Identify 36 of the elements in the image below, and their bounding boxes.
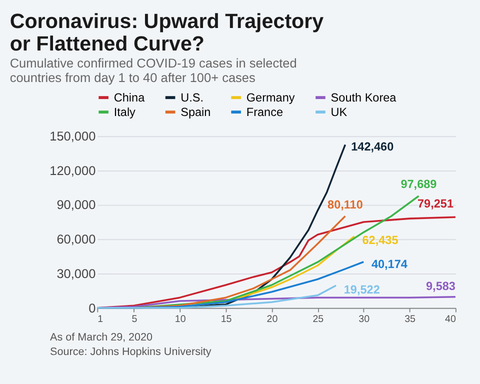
data-label: 9,583 bbox=[426, 280, 456, 294]
legend-label: China bbox=[114, 92, 146, 105]
legend-label: U.S. bbox=[180, 92, 204, 105]
data-label: 80,110 bbox=[328, 198, 364, 212]
x-tick-label: 20 bbox=[266, 314, 278, 326]
data-label: 79,251 bbox=[417, 197, 454, 210]
x-tick-label: 25 bbox=[312, 314, 324, 326]
x-tick-label: 30 bbox=[358, 314, 370, 326]
x-tick-label: 10 bbox=[174, 314, 186, 326]
y-tick-label: 150,000 bbox=[50, 128, 96, 144]
data-label: 19,522 bbox=[344, 283, 380, 296]
chart-subtitle: Cumulative confirmed COVID-19 cases in selected countries from day 1 to 40 after 100+ cases bbox=[10, 55, 297, 86]
chart-title: Coronavirus: Upward Trajectory or Flattened Curve? bbox=[10, 10, 324, 56]
data-label: 142,460 bbox=[351, 140, 394, 154]
y-tick-label: 90,000 bbox=[56, 197, 96, 212]
data-label: 62,435 bbox=[362, 234, 399, 248]
x-tick-label: 35 bbox=[404, 314, 416, 326]
text: As of March 29, 2020 bbox=[50, 331, 153, 344]
legend-label: France bbox=[246, 106, 284, 119]
x-tick-label: 5 bbox=[132, 314, 138, 326]
legend-label: UK bbox=[330, 106, 348, 119]
x-tick-label: 15 bbox=[220, 314, 232, 326]
y-tick-label: 60,000 bbox=[56, 232, 96, 247]
legend-label: Germany bbox=[246, 92, 295, 105]
legend-label: South Korea bbox=[330, 92, 397, 105]
data-label: 97,689 bbox=[400, 178, 438, 192]
data-label: 40,174 bbox=[371, 258, 408, 271]
line-series bbox=[96, 284, 337, 309]
x-tick-label: 1 bbox=[98, 314, 104, 326]
y-tick-label: 0 bbox=[88, 300, 96, 316]
legend-label: Italy bbox=[114, 106, 136, 119]
x-tick-label: 40 bbox=[445, 314, 456, 326]
y-tick-label: 30,000 bbox=[56, 266, 96, 281]
legend-label: Spain bbox=[180, 106, 211, 119]
source-note: Source: Johns Hopkins University bbox=[50, 346, 212, 358]
y-tick-label: 120,000 bbox=[50, 162, 96, 178]
